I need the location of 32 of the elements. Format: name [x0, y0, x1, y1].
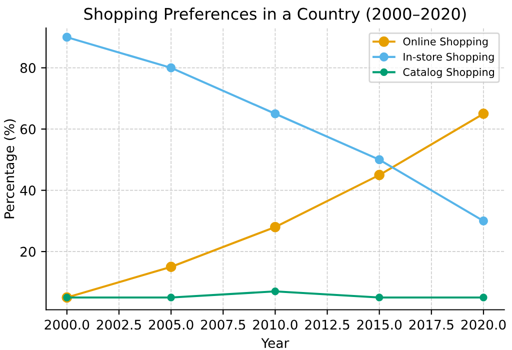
x-tick-label: 2007.5 — [201, 320, 246, 330]
y-tick-label: 60 — [20, 124, 36, 134]
point — [166, 262, 176, 272]
legend-label: In-store Shopping — [404, 52, 494, 63]
x-tick-label: 2012.5 — [305, 320, 350, 330]
point — [166, 63, 176, 72]
legend-label: Catalog Shopping — [403, 68, 494, 78]
x-axis-title: Year — [261, 338, 290, 348]
x-tick-label: 2015.0 — [357, 320, 402, 330]
x-tick-label: 2000.0 — [44, 320, 90, 330]
point — [167, 294, 175, 302]
legend-label: Online Shopping — [403, 37, 488, 48]
point — [480, 294, 488, 302]
point — [62, 32, 72, 42]
y-tick-label: 80 — [20, 63, 36, 74]
y-tick-label: 20 — [20, 246, 36, 257]
x-tick-label: 2002.5 — [96, 320, 141, 330]
x-tick-label: 2005.0 — [148, 320, 194, 330]
point — [478, 108, 489, 119]
point — [271, 288, 280, 296]
x-tick-label: 2020.0 — [461, 320, 506, 330]
point — [270, 109, 280, 118]
point — [270, 222, 280, 232]
y-tick-label: 40 — [20, 186, 36, 196]
x-tick-label: 2010.0 — [253, 320, 298, 330]
point — [478, 216, 488, 226]
point — [376, 294, 384, 302]
y-axis-title: Percentage (%) — [4, 119, 17, 218]
x-tick-label: 2017.5 — [409, 320, 454, 330]
chart-title: Shopping Preferences in a Country (2000–2020) — [84, 8, 466, 23]
point — [374, 155, 384, 164]
point — [374, 170, 385, 180]
